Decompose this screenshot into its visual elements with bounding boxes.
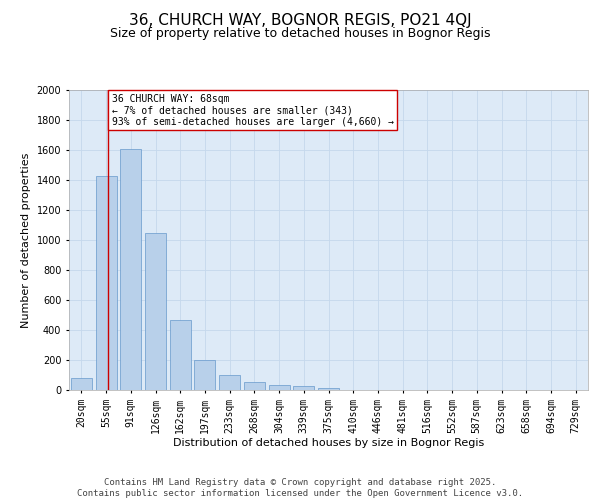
X-axis label: Distribution of detached houses by size in Bognor Regis: Distribution of detached houses by size … <box>173 438 484 448</box>
Bar <box>244 382 265 390</box>
Text: Size of property relative to detached houses in Bognor Regis: Size of property relative to detached ho… <box>110 28 490 40</box>
Bar <box>95 176 116 390</box>
Bar <box>71 378 92 390</box>
Bar <box>120 148 141 390</box>
Bar <box>194 360 215 390</box>
Y-axis label: Number of detached properties: Number of detached properties <box>21 152 31 328</box>
Bar <box>269 385 290 390</box>
Text: 36 CHURCH WAY: 68sqm
← 7% of detached houses are smaller (343)
93% of semi-detac: 36 CHURCH WAY: 68sqm ← 7% of detached ho… <box>112 94 394 127</box>
Bar <box>293 386 314 390</box>
Bar <box>318 388 339 390</box>
Bar <box>170 320 191 390</box>
Bar <box>219 375 240 390</box>
Text: 36, CHURCH WAY, BOGNOR REGIS, PO21 4QJ: 36, CHURCH WAY, BOGNOR REGIS, PO21 4QJ <box>128 12 472 28</box>
Text: Contains HM Land Registry data © Crown copyright and database right 2025.
Contai: Contains HM Land Registry data © Crown c… <box>77 478 523 498</box>
Bar <box>145 232 166 390</box>
